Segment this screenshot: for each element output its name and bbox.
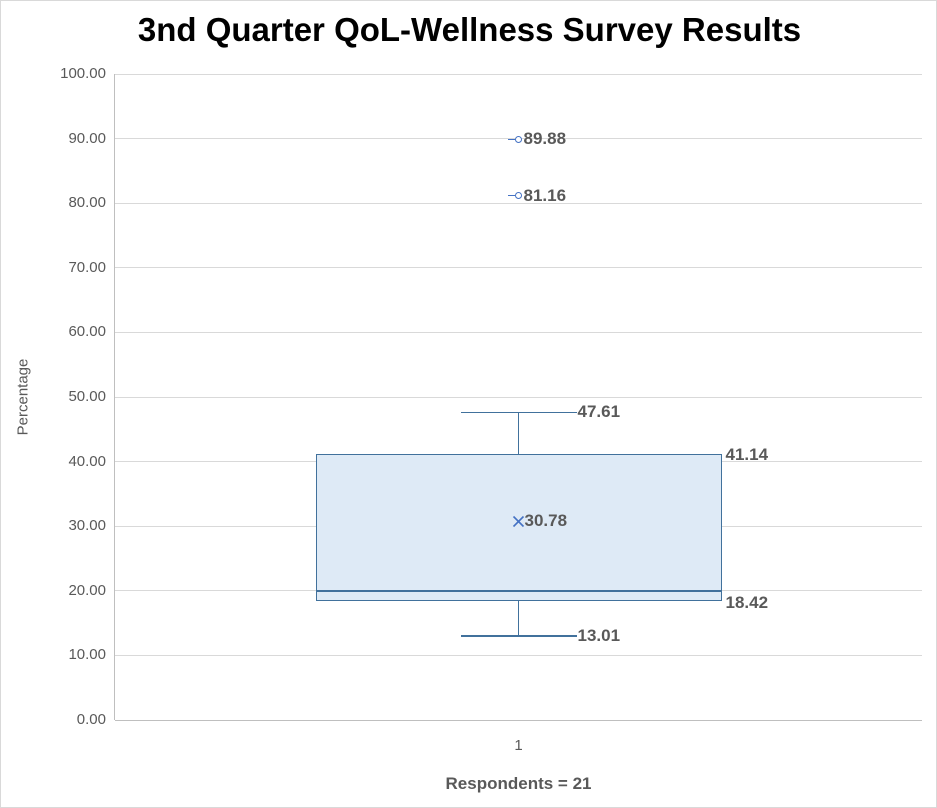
y-tick-label: 40.00: [68, 452, 106, 470]
gridline: [115, 331, 922, 333]
outlier-leader-dash: [507, 194, 515, 197]
label-outlier-high: 89.88: [523, 129, 567, 149]
outlier-circle-icon: [515, 192, 522, 200]
y-tick-label: 90.00: [68, 129, 106, 147]
y-tick-label: 20.00: [68, 581, 106, 599]
chart-title: 3nd Quarter QoL-Wellness Survey Results: [137, 11, 802, 48]
y-tick-label: 70.00: [68, 258, 106, 276]
gridline: [115, 267, 922, 269]
gridline: [115, 202, 922, 204]
y-axis-line: [114, 74, 115, 720]
outlier-leader-dash: [507, 138, 515, 141]
label-outlier-low: 81.16: [523, 185, 567, 205]
y-tick-label: 100.00: [60, 65, 106, 82]
box-rect: [315, 454, 722, 601]
y-tick-label: 0.00: [76, 711, 106, 728]
x-axis-title: Respondents = 21: [445, 774, 592, 793]
median-line: [315, 590, 722, 592]
whisker-bottom-line: [517, 601, 520, 636]
outlier-circle-icon: [515, 135, 522, 143]
label-whisker-high: 47.61: [577, 402, 621, 422]
gridline: [115, 396, 922, 398]
label-whisker-low: 13.01: [577, 625, 621, 645]
mean-x-icon: [512, 515, 525, 528]
y-tick-label: 60.00: [68, 323, 106, 341]
label-mean: 30.78: [524, 511, 568, 531]
x-tick-label: 1: [514, 737, 523, 754]
whisker-top-line: [517, 412, 520, 455]
gridline: [115, 73, 922, 75]
whisker-bottom-cap: [460, 635, 577, 637]
label-q3: 41.14: [725, 445, 769, 465]
label-q1: 18.42: [725, 593, 769, 612]
x-axis-line: [115, 720, 922, 721]
gridline: [115, 654, 922, 656]
y-tick-label: 50.00: [68, 388, 106, 405]
y-tick-label: 30.00: [68, 517, 106, 535]
y-tick-label: 80.00: [68, 194, 106, 212]
y-tick-label: 10.00: [68, 646, 106, 664]
